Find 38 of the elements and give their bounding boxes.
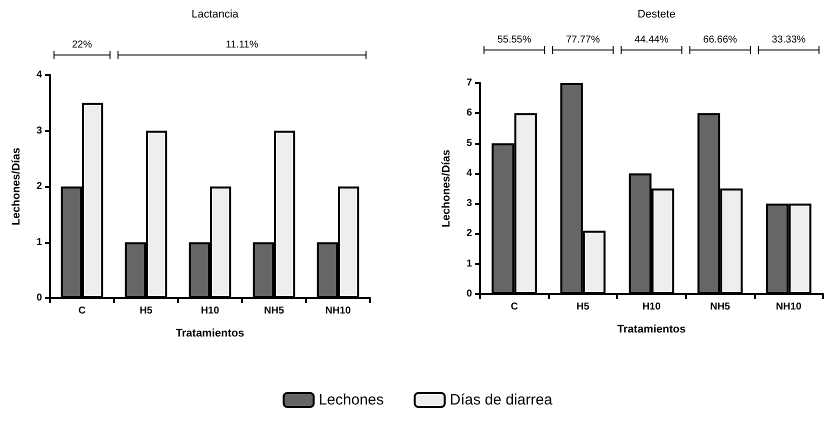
x-tick-label: NH10 <box>776 302 802 312</box>
y-tick-label: 0 <box>36 292 42 304</box>
text: 11.11% <box>226 40 258 50</box>
text: 22% <box>72 40 92 50</box>
y-axis-title: Lechones/Días <box>10 148 22 226</box>
x-tick-label: C <box>78 306 86 316</box>
y-tick-label: 2 <box>466 228 472 240</box>
y-tick-label: 1 <box>36 236 42 248</box>
x-tick-label: H10 <box>200 306 220 316</box>
y-axis-title: Lechones/Días <box>440 150 452 228</box>
legend-label: Días de diarrea <box>450 392 553 408</box>
chart-title: Destete <box>638 8 676 20</box>
y-tick-label: 5 <box>466 138 472 149</box>
y-tick-label: 4 <box>466 168 472 179</box>
x-tick-label: C <box>510 302 518 312</box>
x-tick-label: NH5 <box>710 302 731 312</box>
text: 55.55% <box>497 34 532 46</box>
x-axis-title: Tratamientos <box>617 324 686 336</box>
x-axis-title: Tratamientos <box>176 328 244 340</box>
x-tick-label: H10 <box>642 302 662 312</box>
legend-label: Lechones <box>318 392 384 408</box>
x-tick-label: H5 <box>576 302 590 312</box>
chart-title: Lactancia <box>191 8 240 20</box>
y-tick-label: 4 <box>36 70 42 80</box>
x-tick-label: NH5 <box>264 306 284 316</box>
y-tick-label: 3 <box>36 125 42 136</box>
text: 44.44% <box>634 34 669 46</box>
x-tick-label: H5 <box>140 306 153 316</box>
y-tick-label: 7 <box>466 78 472 88</box>
text: 66.66% <box>703 34 738 46</box>
text: 77.77% <box>566 34 600 46</box>
y-tick-label: 0 <box>466 288 472 300</box>
y-tick-label: 3 <box>466 198 472 210</box>
text: 33.33% <box>772 34 806 46</box>
y-tick-label: 2 <box>36 181 42 192</box>
x-tick-label: NH10 <box>325 306 352 316</box>
y-tick-label: 6 <box>466 108 472 119</box>
y-tick-label: 1 <box>466 258 472 270</box>
